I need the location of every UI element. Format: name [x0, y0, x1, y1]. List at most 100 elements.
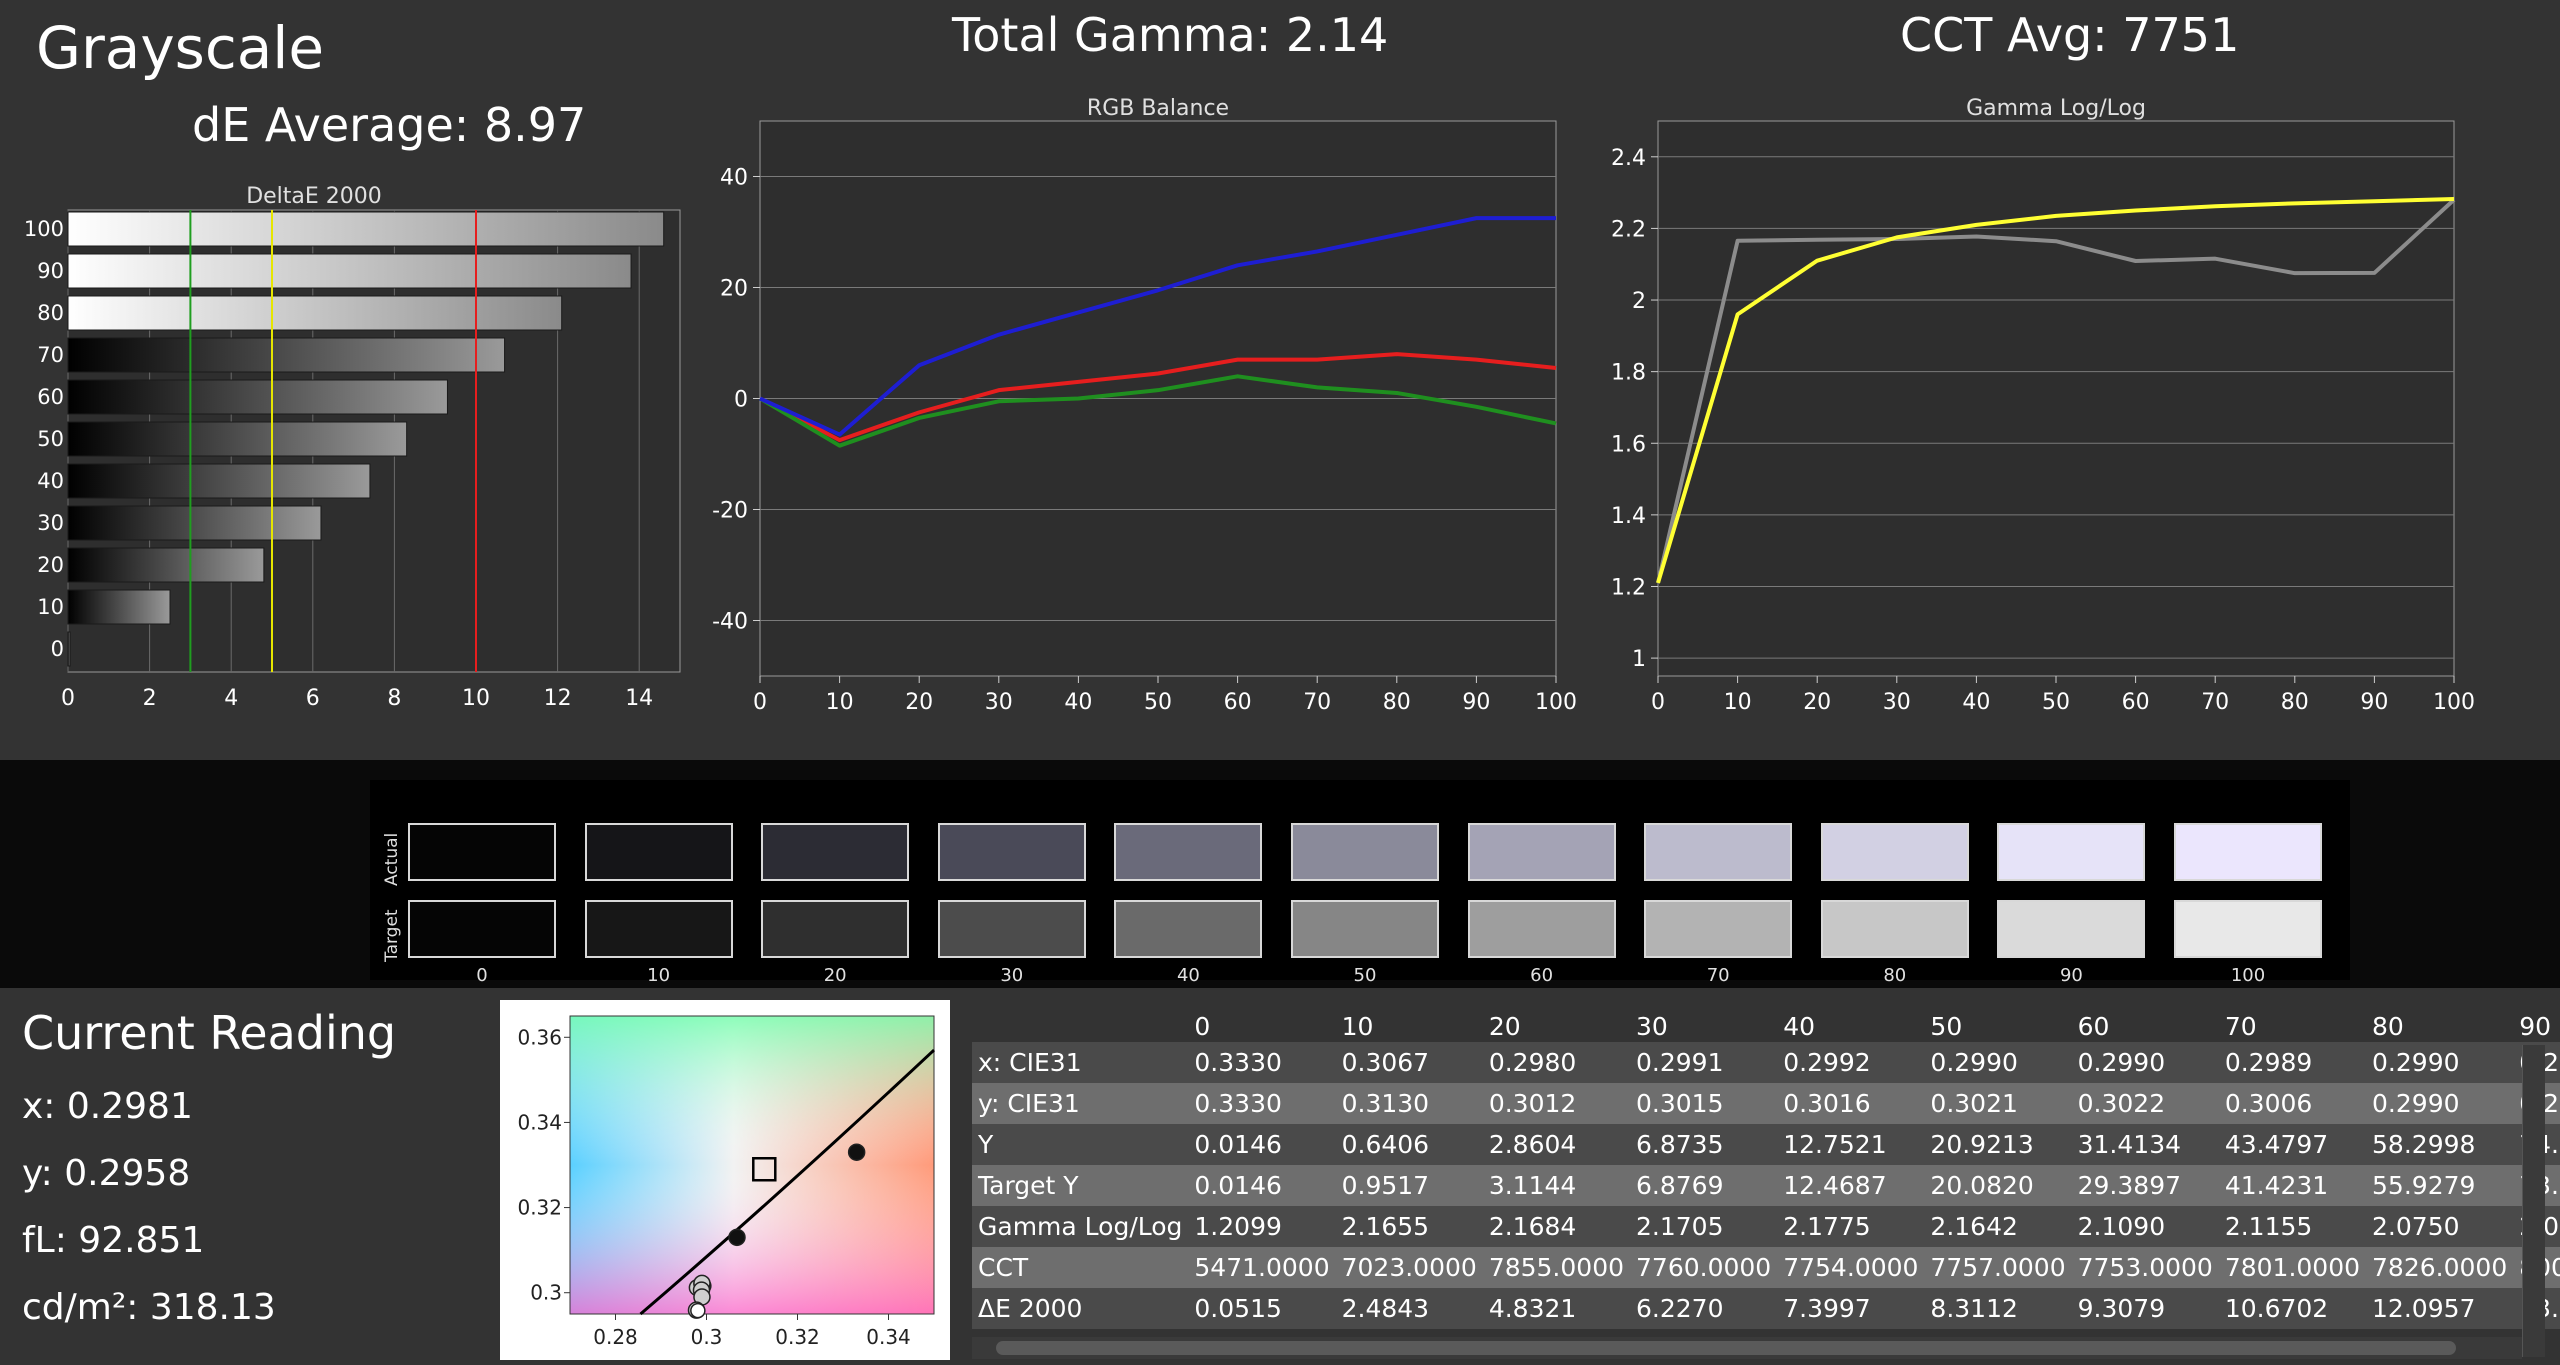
table-cell: 0.0146 — [1188, 1165, 1336, 1206]
gamma-chart-title: Gamma Log/Log — [1966, 96, 2146, 121]
table-cell: 12.0957 — [2366, 1288, 2514, 1329]
horizontal-scrollbar[interactable] — [972, 1337, 2522, 1359]
table-cell: 0.3130 — [1335, 1083, 1483, 1124]
rgb-x-tick-label: 80 — [1383, 690, 1411, 715]
table-cell: 2.1684 — [1482, 1206, 1631, 1247]
cie-x-tick-label: 0.28 — [593, 1325, 638, 1349]
swatch-grid: Actual Target 0 10 20 30 40 50 60 70 80 90 100 — [370, 780, 2350, 986]
table-cell: 0.9517 — [1335, 1165, 1483, 1206]
gamma-x-tick-label: 80 — [2281, 690, 2309, 715]
table-column-header: 70 — [2218, 1010, 2367, 1042]
table-cell: 2.1705 — [1630, 1206, 1778, 1247]
deltae-x-tick-label: 12 — [544, 686, 572, 711]
deltae-bar — [67, 337, 506, 373]
actual-row-label: Actual — [382, 832, 402, 886]
table-cell: 7023.0000 — [1335, 1247, 1483, 1288]
swatch-level-label: 50 — [1353, 965, 1377, 986]
table-cell: 0.0146 — [1188, 1124, 1336, 1165]
deltae-category-label: 40 — [37, 469, 64, 493]
table-row-label: CCT — [972, 1247, 1189, 1288]
table-cell: 41.4231 — [2218, 1165, 2367, 1206]
rgb-x-tick-label: 90 — [1462, 690, 1490, 715]
de-average-label: dE Average: 8.97 — [192, 98, 587, 152]
table-row: y: CIE31 0.3330 0.3130 0.3012 0.3015 0.3016 0.… — [972, 1083, 2560, 1124]
deltae-category-label: 30 — [37, 511, 64, 535]
table-cell: 2.0750 — [2366, 1206, 2514, 1247]
table-cell: 12.7521 — [1777, 1124, 1925, 1165]
deltae-bar — [67, 589, 171, 625]
cie-measured-point — [728, 1228, 746, 1247]
table-cell: 58.2998 — [2366, 1124, 2514, 1165]
rgb-y-tick-label: 20 — [720, 277, 748, 302]
deltae-chart-title: DeltaE 2000 — [246, 184, 382, 209]
table-cell: 0.3067 — [1335, 1042, 1483, 1083]
deltae-category-label: 10 — [37, 595, 64, 619]
rgb-x-tick-label: 40 — [1064, 690, 1092, 715]
swatch-level-label: 30 — [1000, 965, 1024, 986]
target-swatch — [1820, 900, 1969, 958]
target-swatch — [1997, 900, 2146, 958]
rgb-series-line — [758, 374, 1557, 448]
table-cell: 0.3006 — [2218, 1083, 2367, 1124]
deltae-category-label: 20 — [37, 553, 64, 577]
cie-y-tick-label: 0.32 — [517, 1196, 562, 1220]
table-cell: 55.9279 — [2366, 1165, 2514, 1206]
table-column-header: 80 — [2366, 1010, 2514, 1042]
table-cell: 1.2099 — [1188, 1206, 1336, 1247]
table-cell: 0.2990 — [2366, 1083, 2514, 1124]
cie-chromaticity-chart: 0.36 0.34 0.32 0.3 0.28 0.3 0.32 0.34 — [506, 1006, 944, 1354]
swatch-level-label: 10 — [647, 965, 671, 986]
table-row-label: ΔE 2000 — [972, 1288, 1189, 1329]
section-title: Grayscale — [36, 14, 325, 82]
deltae-bar — [67, 463, 371, 499]
cie-color-field-overlay — [570, 1016, 934, 1314]
table-cell: 0.3330 — [1188, 1042, 1336, 1083]
table-cell: 0.0515 — [1188, 1288, 1336, 1329]
rgb-x-tick-label: 60 — [1224, 690, 1252, 715]
table-cell: 6.8769 — [1630, 1165, 1778, 1206]
current-reading-title: Current Reading — [22, 1006, 397, 1060]
rgb-x-tick-label: 20 — [905, 690, 933, 715]
vertical-scrollbar[interactable] — [2522, 1045, 2545, 1357]
actual-swatch — [1820, 823, 1969, 881]
table-cell: 12.4687 — [1777, 1165, 1925, 1206]
gamma-y-tick-label: 1.6 — [1611, 432, 1646, 457]
cie-current-point — [690, 1302, 706, 1319]
target-swatch — [1291, 900, 1439, 958]
deltae-category-label: 90 — [37, 259, 64, 283]
gamma-y-tick-label: 1.8 — [1611, 361, 1646, 386]
table-cell: 31.4134 — [2071, 1124, 2219, 1165]
rgb-x-tick-label: 70 — [1303, 690, 1331, 715]
gamma-x-tick-label: 40 — [1962, 690, 1990, 715]
actual-swatch — [2174, 823, 2322, 881]
deltae-x-tick-label: 0 — [61, 686, 75, 711]
table-cell: 7757.0000 — [1924, 1247, 2072, 1288]
cie-plot-border — [569, 1015, 935, 1315]
deltae-bar — [67, 505, 322, 541]
table-cell: 0.3022 — [2071, 1083, 2219, 1124]
horizontal-scroll-thumb[interactable] — [996, 1341, 2456, 1355]
actual-swatch — [761, 823, 910, 881]
table-column-header: 60 — [2071, 1010, 2219, 1042]
table-cell: 2.8604 — [1482, 1124, 1631, 1165]
gamma-x-tick-label: 20 — [1803, 690, 1831, 715]
table-row-label: Target Y — [972, 1165, 1189, 1206]
deltae-bar — [67, 253, 632, 289]
total-gamma-label: Total Gamma: 2.14 — [952, 8, 1389, 62]
table-cell: 7754.0000 — [1777, 1247, 1925, 1288]
target-swatch — [937, 900, 1086, 958]
cie-x-tick-label: 0.34 — [866, 1325, 911, 1349]
table-cell: 2.1642 — [1924, 1206, 2072, 1247]
table-row: Target Y 0.0146 0.9517 3.1144 6.8769 12.4687 2… — [972, 1165, 2560, 1206]
table-cell: 2.4843 — [1335, 1288, 1483, 1329]
target-swatch — [761, 900, 910, 958]
table-cell: 7.3997 — [1777, 1288, 1925, 1329]
reading-x: x: 0.2981 — [22, 1086, 193, 1127]
table-cell: 6.2270 — [1630, 1288, 1778, 1329]
table-cell: 0.2991 — [1630, 1042, 1778, 1083]
reading-y: y: 0.2958 — [22, 1153, 191, 1194]
target-swatch — [1644, 900, 1793, 958]
gamma-y-tick-label: 2.4 — [1611, 146, 1646, 171]
measurement-table: 0 10 20 30 40 50 60 70 80 90 x: CIE31 0.3330 0.3067… — [972, 1010, 2560, 1329]
